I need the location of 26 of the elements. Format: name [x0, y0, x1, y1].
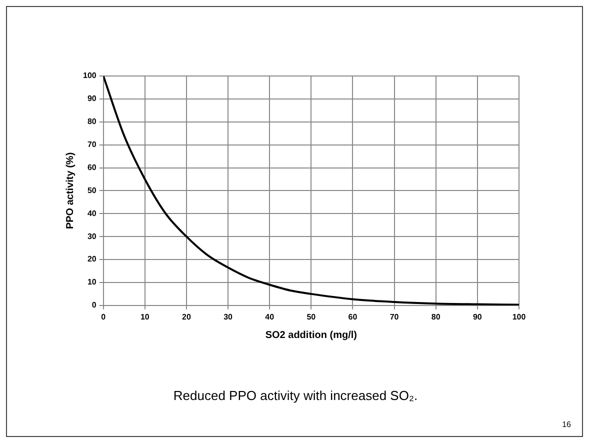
text: 16	[562, 420, 571, 429]
y-tick-label: 50	[87, 186, 97, 195]
x-tick-label: 90	[472, 312, 482, 322]
y-tick-label: 90	[87, 94, 97, 104]
y-tick-label: 10	[87, 278, 97, 287]
x-tick-label: 50	[306, 312, 316, 322]
y-tick-label: 60	[87, 162, 97, 172]
x-tick-label: 10	[140, 312, 150, 322]
y-tick-label: 100	[82, 71, 97, 80]
x-tick-label: 100	[512, 312, 526, 322]
x-tick-label: 70	[390, 312, 400, 322]
x-tick-label: 60	[348, 312, 358, 322]
x-tick-label: 30	[224, 312, 234, 322]
x-axis-title: SO2 addition (mg/l)	[265, 330, 358, 341]
y-axis-title: PPO activity (%)	[64, 152, 76, 230]
text: Reduced PPO activity with increased SO₂.	[172, 388, 419, 403]
y-tick-label: 20	[87, 254, 97, 264]
x-tick-label: 40	[265, 312, 275, 322]
y-tick-label: 30	[87, 232, 97, 241]
y-tick-label: 40	[87, 208, 97, 218]
x-tick-label: 0	[101, 312, 106, 322]
y-tick-label: 0	[92, 300, 97, 310]
y-tick-label: 70	[87, 140, 97, 150]
x-tick-label: 20	[182, 312, 192, 322]
y-tick-label: 80	[87, 117, 97, 126]
x-tick-label: 80	[431, 312, 441, 322]
